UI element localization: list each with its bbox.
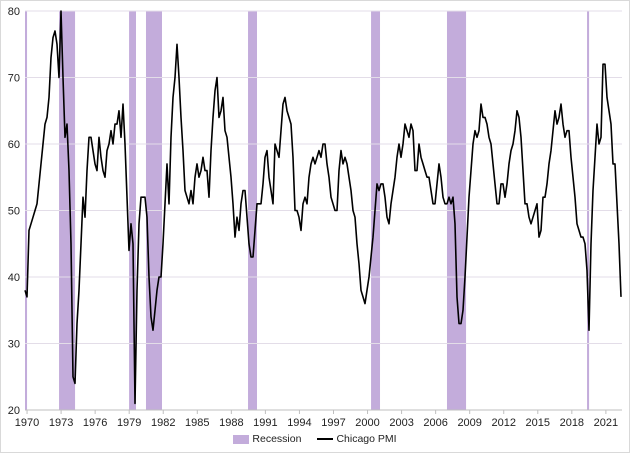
y-tick-label: 80 [8, 6, 20, 18]
y-tick-label: 50 [8, 206, 20, 218]
x-tick-label: 1988 [219, 417, 243, 429]
legend-item-pmi: Chicago PMI [317, 433, 397, 445]
x-tick-label: 2000 [355, 417, 379, 429]
x-tick-label: 2009 [457, 417, 481, 429]
x-tick-label: 1982 [151, 417, 175, 429]
legend-label-recession: Recession [252, 433, 302, 445]
y-tick-label: 30 [8, 339, 20, 351]
x-tick-label: 2003 [389, 417, 413, 429]
y-tick-label: 60 [8, 139, 20, 151]
pmi-line [24, 10, 622, 405]
x-tick-label: 2012 [491, 417, 515, 429]
x-tick-label: 1997 [321, 417, 345, 429]
x-tick-label: 1979 [117, 417, 141, 429]
x-tick-label: 1994 [287, 417, 311, 429]
x-tick-label: 2015 [526, 417, 550, 429]
x-tick-label: 1985 [185, 417, 209, 429]
x-tick-label: 2021 [594, 417, 618, 429]
x-tick-label: 1973 [49, 417, 73, 429]
legend: Recession Chicago PMI [0, 433, 630, 445]
x-tick-label: 1991 [253, 417, 277, 429]
pmi-swatch [317, 438, 334, 440]
legend-label-pmi: Chicago PMI [336, 433, 397, 445]
recession-swatch [233, 434, 250, 444]
x-tick-label: 1976 [83, 417, 107, 429]
y-tick-label: 70 [8, 73, 20, 85]
legend-item-recession: Recession [233, 433, 301, 445]
x-tick-label: 1970 [15, 417, 39, 429]
y-tick-label: 40 [8, 272, 20, 284]
x-tick-label: 2018 [560, 417, 584, 429]
x-tick-label: 2006 [423, 417, 447, 429]
y-tick-label: 20 [8, 405, 20, 417]
